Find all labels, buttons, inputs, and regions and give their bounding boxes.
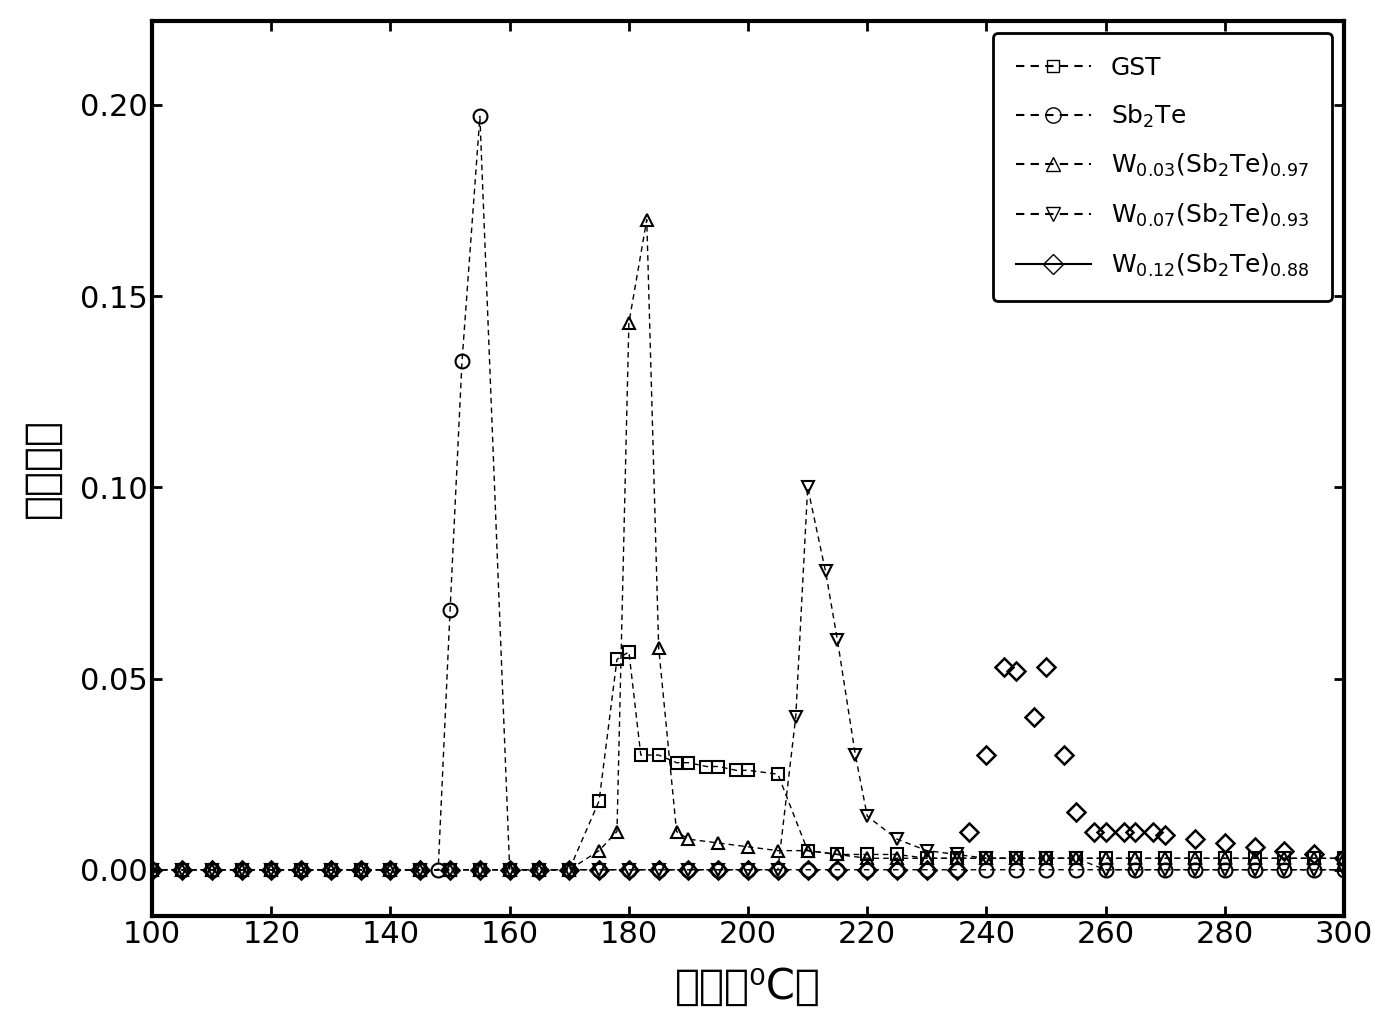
Y-axis label: 结晶速率: 结晶速率: [21, 418, 63, 519]
X-axis label: 温度（⁰C）: 温度（⁰C）: [675, 966, 821, 1008]
Legend: GST, Sb$_2$Te, W$_{0.03}$(Sb$_2$Te)$_{0.97}$, W$_{0.07}$(Sb$_2$Te)$_{0.93}$, W$_: GST, Sb$_2$Te, W$_{0.03}$(Sb$_2$Te)$_{0.…: [993, 33, 1331, 301]
